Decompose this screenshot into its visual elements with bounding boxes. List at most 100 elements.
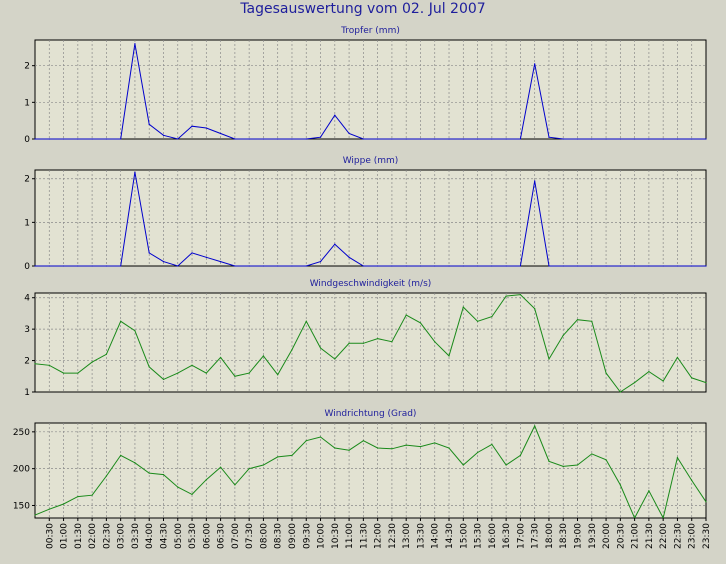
x-tick-label: 00:30	[45, 523, 55, 549]
data-point	[205, 127, 207, 129]
data-point	[91, 494, 93, 496]
x-tick-label: 20:30	[616, 523, 626, 549]
data-point	[676, 457, 679, 459]
data-point	[405, 444, 407, 446]
data-point	[377, 265, 379, 267]
data-point	[434, 265, 436, 267]
data-point	[377, 337, 379, 340]
data-point	[48, 364, 50, 366]
data-point	[491, 138, 493, 140]
data-point	[548, 265, 550, 267]
data-point	[319, 347, 322, 349]
y-tick-label: 250	[13, 428, 30, 438]
data-point	[491, 315, 493, 318]
data-point	[562, 465, 564, 468]
x-tick-label: 06:00	[202, 523, 212, 549]
data-point	[691, 138, 693, 140]
data-point	[120, 138, 122, 140]
data-point	[391, 265, 393, 267]
data-point	[491, 265, 493, 267]
data-point	[177, 138, 179, 140]
y-tick-label: 1	[24, 218, 30, 228]
data-point	[505, 138, 507, 140]
y-tick-label: 2	[24, 175, 30, 185]
x-tick-label: 21:30	[645, 523, 655, 549]
data-point	[534, 180, 536, 182]
data-point	[134, 330, 136, 332]
x-tick-label: 17:00	[516, 523, 526, 549]
data-point	[705, 265, 707, 267]
x-axis: 00:30 01:00 01:30 02:00 02:30 03:00 03:30 04:00…	[45, 518, 712, 549]
data-point	[91, 361, 93, 363]
x-tick-label: 03:00	[117, 523, 127, 549]
data-point	[348, 132, 350, 135]
y-tick-label: 2	[24, 62, 30, 72]
data-point	[291, 265, 293, 267]
data-point	[234, 265, 236, 267]
data-point	[91, 138, 93, 140]
data-point	[62, 138, 65, 140]
data-point	[291, 454, 293, 457]
data-point	[77, 496, 79, 498]
data-point	[462, 306, 464, 308]
data-point	[576, 265, 579, 267]
x-tick-label: 01:30	[74, 523, 84, 549]
data-point	[105, 353, 107, 355]
panel-title: Windgeschwindigkeit (m/s)	[310, 279, 432, 289]
panel-title: Wippe (mm)	[343, 156, 399, 166]
data-point	[576, 138, 579, 140]
data-point	[691, 479, 693, 482]
plot-area	[34, 39, 707, 140]
y-tick-label: 0	[24, 135, 30, 145]
data-point	[277, 456, 279, 458]
data-point	[262, 138, 265, 140]
x-tick-label: 19:00	[574, 523, 584, 549]
x-tick-label: 10:30	[331, 523, 341, 549]
data-point	[277, 138, 279, 140]
data-point	[48, 138, 50, 140]
data-point	[291, 348, 293, 351]
data-point	[591, 453, 593, 455]
x-tick-label: 23:00	[688, 523, 698, 549]
data-point	[405, 138, 407, 140]
x-tick-label: 02:30	[102, 523, 112, 549]
data-point	[162, 378, 165, 381]
data-point	[77, 372, 79, 374]
x-tick-label: 13:30	[416, 523, 426, 549]
x-tick-label: 18:00	[545, 523, 555, 549]
x-tick-label: 21:00	[631, 523, 641, 549]
data-point	[77, 138, 79, 140]
data-point	[205, 479, 207, 481]
x-tick-label: 13:00	[402, 523, 412, 549]
data-point	[48, 265, 50, 267]
page-title: Tagesauswertung vom 02. Jul 2007	[240, 1, 486, 17]
data-point	[591, 320, 593, 322]
data-point	[534, 308, 536, 310]
data-point	[305, 138, 307, 140]
data-point	[605, 459, 607, 461]
x-tick-label: 04:30	[159, 523, 169, 549]
data-point	[491, 443, 493, 445]
data-point	[519, 138, 522, 140]
data-point	[519, 293, 522, 296]
data-point	[34, 265, 36, 267]
data-point	[162, 261, 165, 263]
data-point	[262, 265, 265, 267]
panel-title: Tropfer (mm)	[340, 26, 400, 36]
x-tick-label: 23:30	[702, 523, 712, 549]
data-point	[662, 380, 664, 382]
y-tick-label: 3	[24, 325, 30, 335]
data-point	[191, 125, 193, 127]
y-tick-label: 1	[24, 98, 30, 108]
data-point	[462, 464, 464, 466]
data-point	[334, 447, 336, 449]
x-tick-label: 11:30	[359, 523, 369, 549]
data-point	[562, 334, 564, 337]
data-point	[248, 138, 250, 140]
plot-area	[34, 422, 707, 519]
data-point	[591, 138, 593, 140]
data-point	[534, 63, 536, 65]
data-point	[419, 265, 422, 267]
y-tick-label: 4	[24, 294, 30, 304]
data-point	[705, 138, 707, 140]
